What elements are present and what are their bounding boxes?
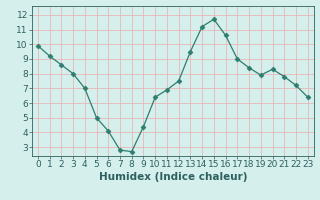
X-axis label: Humidex (Indice chaleur): Humidex (Indice chaleur) (99, 172, 247, 182)
